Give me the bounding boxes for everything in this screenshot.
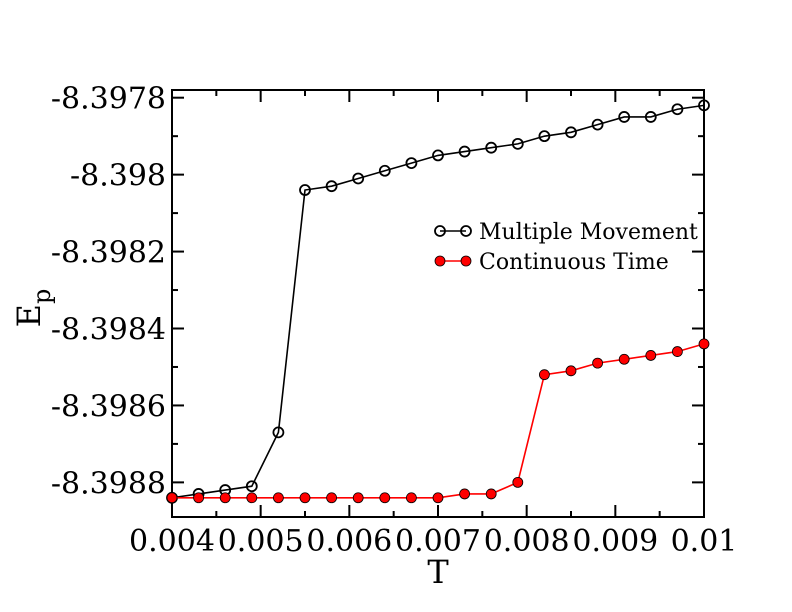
- series-group: [166, 99, 710, 504]
- data-point: [671, 103, 684, 116]
- data-point: [379, 492, 391, 504]
- data-point: [591, 118, 604, 131]
- y-tick-label: -8.3988: [51, 466, 166, 501]
- x-tick-label: 0.008: [484, 524, 570, 559]
- data-point: [698, 338, 710, 350]
- legend-marker: [460, 225, 472, 237]
- y-tick-label: -8.3982: [51, 236, 166, 271]
- data-point: [618, 111, 631, 123]
- data-point: [378, 164, 391, 177]
- x-tick-label: 0.005: [218, 524, 304, 559]
- plot-area: [171, 89, 705, 518]
- data-point: [485, 488, 497, 500]
- legend-entry: Continuous Time: [434, 250, 669, 275]
- data-point: [405, 157, 418, 169]
- data-point: [272, 492, 284, 504]
- legend-label: Multiple Movement: [479, 220, 698, 245]
- y-axis-title-main: E: [10, 304, 48, 327]
- legend-marker: [434, 255, 446, 267]
- data-point: [512, 476, 524, 488]
- data-point: [618, 353, 630, 365]
- data-point: [432, 149, 444, 162]
- legend-marker: [460, 255, 472, 267]
- x-tick-label: 0.009: [572, 524, 658, 559]
- axis-titles: T Ep: [10, 289, 449, 591]
- y-axis-title: Ep: [10, 289, 56, 328]
- data-point: [219, 492, 231, 504]
- y-axis-title-subscript: p: [28, 289, 56, 304]
- legend: Multiple Movement Continuous Time: [434, 220, 698, 275]
- data-point: [299, 184, 311, 196]
- data-point: [352, 492, 364, 504]
- y-tick-label: -8.3984: [51, 313, 166, 348]
- legend-label: Continuous Time: [479, 250, 669, 275]
- data-point: [485, 141, 498, 154]
- data-point: [405, 492, 417, 504]
- data-point: [432, 492, 444, 504]
- x-tick-label: 0.004: [129, 524, 215, 559]
- x-tick-label: 0.007: [395, 524, 481, 559]
- data-point: [325, 180, 338, 193]
- series-line: [171, 104, 705, 499]
- data-point: [245, 480, 258, 493]
- series-multiple-movement: [166, 99, 710, 504]
- data-point: [326, 492, 338, 504]
- data-point: [246, 492, 258, 504]
- series-continuous-time: [166, 338, 710, 504]
- data-point: [644, 111, 657, 123]
- data-point: [565, 126, 577, 139]
- data-point: [166, 492, 178, 504]
- data-point: [592, 357, 603, 369]
- tick-labels: 0.004 0.005 0.006 0.007 0.008 0.009 0.01 -8.397…: [51, 82, 738, 559]
- data-point: [299, 492, 311, 504]
- data-point: [352, 172, 365, 185]
- x-tick-label: 0.006: [306, 524, 392, 559]
- data-point: [645, 350, 657, 361]
- legend-entry: Multiple Movement: [434, 220, 698, 245]
- data-point: [511, 137, 524, 150]
- data-point: [672, 346, 683, 357]
- data-point: [193, 492, 205, 504]
- axis-ticks: [171, 90, 705, 517]
- x-tick-label: 0.01: [671, 524, 738, 559]
- y-tick-label: -8.398: [70, 159, 166, 194]
- data-point: [538, 130, 551, 143]
- data-point: [539, 369, 550, 381]
- data-point: [565, 365, 577, 377]
- data-point: [272, 426, 285, 439]
- svg-text:Ep: Ep: [10, 289, 56, 328]
- data-point: [459, 488, 471, 500]
- y-tick-label: -8.3986: [51, 389, 166, 424]
- y-tick-label: -8.3978: [51, 82, 166, 117]
- x-axis-title: T: [427, 553, 449, 591]
- legend-marker: [434, 225, 446, 237]
- series-line: [172, 343, 705, 499]
- data-point: [698, 99, 710, 112]
- plot-frame: [171, 89, 705, 518]
- data-point: [458, 145, 471, 158]
